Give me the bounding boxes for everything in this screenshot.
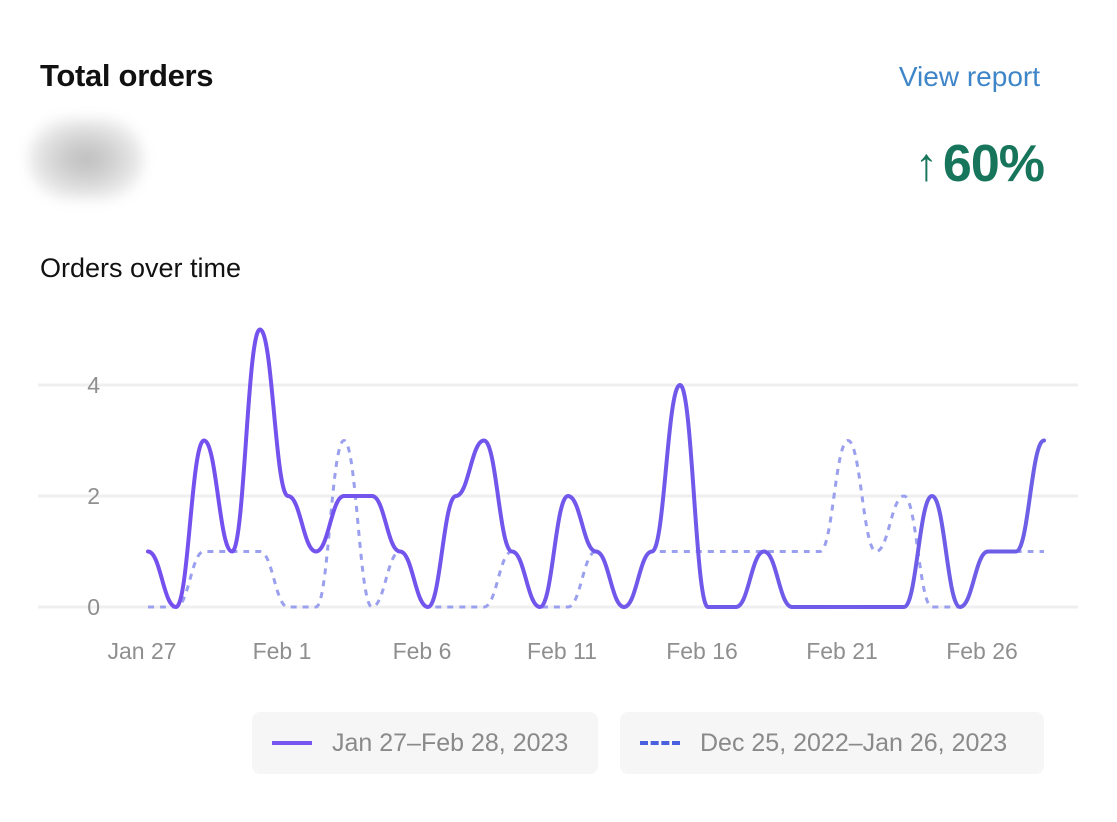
series-line-current — [146, 327, 1046, 610]
x-tick-label: Feb 6 — [393, 638, 452, 664]
change-indicator: ↑ 60% — [914, 134, 1045, 194]
legend-item-previous[interactable]: Dec 25, 2022–Jan 26, 2023 — [620, 712, 1044, 774]
change-percent: 60% — [942, 135, 1045, 193]
x-tick-label: Jan 27 — [107, 638, 176, 664]
card-title: Total orders — [40, 58, 214, 93]
blurred-total-value — [28, 118, 144, 200]
series-line-previous — [147, 438, 1044, 609]
chart-title: Orders over time — [40, 253, 242, 283]
arrow-up-icon: ↑ — [914, 138, 938, 190]
dashed-line-swatch-icon — [640, 741, 680, 745]
legend-label-current: Jan 27–Feb 28, 2023 — [332, 728, 569, 757]
solid-line-swatch-icon — [272, 741, 312, 745]
legend-label-previous: Dec 25, 2022–Jan 26, 2023 — [700, 728, 1008, 757]
orders-line-chart: 0 2 4 Jan 27 Feb 1 Feb 6 Feb 11 Feb 16 Feb 21 Fe… — [38, 327, 1078, 664]
x-tick-label: Feb 26 — [946, 638, 1018, 664]
y-tick-label: 0 — [87, 594, 100, 620]
x-tick-label: Feb 16 — [666, 638, 738, 664]
x-tick-label: Feb 1 — [253, 638, 312, 664]
legend-item-current[interactable]: Jan 27–Feb 28, 2023 — [252, 712, 598, 774]
view-report-link[interactable]: View report — [898, 61, 1040, 92]
y-tick-label: 2 — [87, 483, 100, 509]
x-tick-label: Feb 21 — [806, 638, 878, 664]
x-tick-label: Feb 11 — [527, 638, 597, 664]
y-tick-label: 4 — [87, 372, 100, 398]
